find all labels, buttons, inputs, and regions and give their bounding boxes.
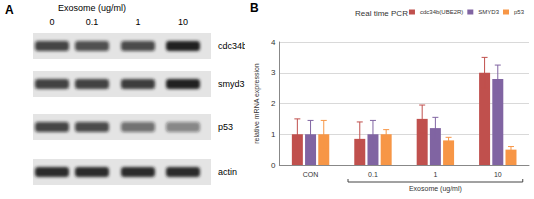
svg-text:10: 10 — [494, 171, 502, 178]
svg-text:10: 10 — [178, 17, 188, 27]
svg-text:0: 0 — [49, 17, 54, 27]
svg-text:CON: CON — [303, 171, 319, 178]
svg-text:Real time PCR: Real time PCR — [355, 9, 408, 18]
svg-text:1: 1 — [135, 17, 140, 27]
svg-text:Exosome (ug/ml): Exosome (ug/ml) — [409, 185, 462, 193]
svg-text:0.1: 0.1 — [368, 171, 378, 178]
svg-text:relative mRNA expression: relative mRNA expression — [253, 63, 261, 144]
svg-text:1: 1 — [271, 130, 276, 139]
svg-text:SMYD3: SMYD3 — [478, 9, 499, 15]
svg-text:p53: p53 — [218, 122, 233, 132]
svg-text:1: 1 — [433, 171, 437, 178]
svg-text:actin: actin — [218, 167, 237, 177]
svg-text:smyd3: smyd3 — [218, 79, 245, 89]
svg-text:0: 0 — [271, 161, 276, 170]
svg-text:A: A — [5, 3, 14, 17]
svg-text:2: 2 — [271, 99, 276, 108]
svg-text:Exosome (ug/ml): Exosome (ug/ml) — [58, 3, 126, 13]
svg-text:0.1: 0.1 — [86, 17, 99, 27]
html-text:B: B — [250, 1, 259, 15]
svg-text:4: 4 — [271, 38, 276, 47]
svg-text:cdc34b(UBE2R): cdc34b(UBE2R) — [420, 9, 463, 15]
svg-text:cdc34b: cdc34b — [218, 41, 245, 51]
svg-text:3: 3 — [271, 68, 276, 77]
svg-text:p53: p53 — [514, 9, 525, 15]
